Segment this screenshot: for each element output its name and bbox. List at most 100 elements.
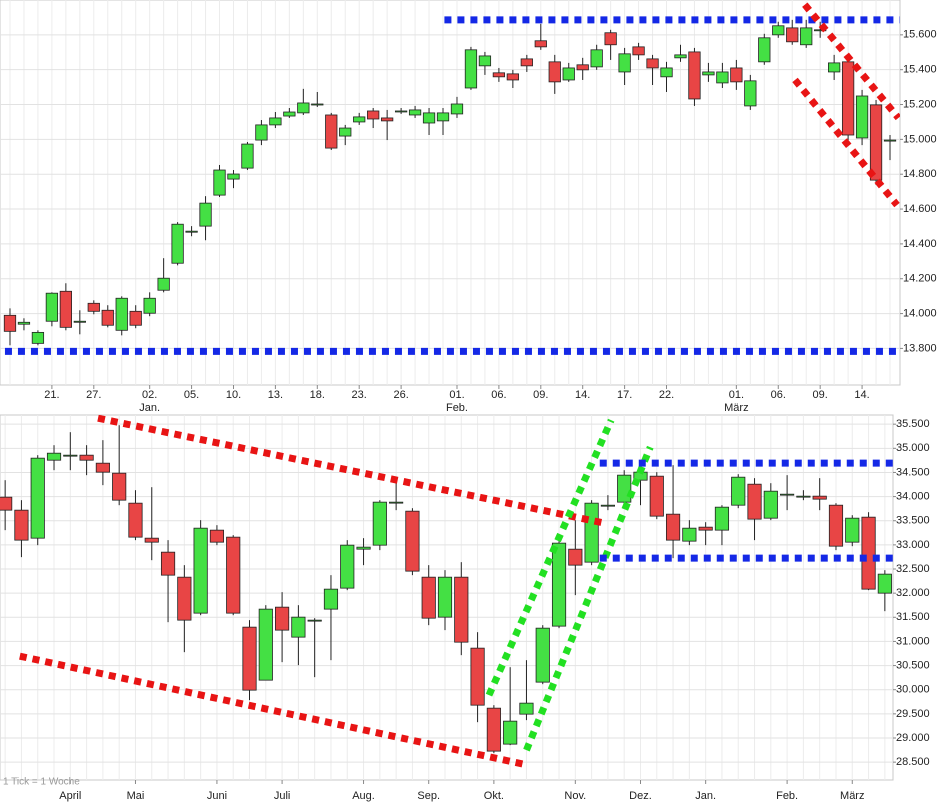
candle-body <box>144 537 159 543</box>
candle-body <box>185 230 198 233</box>
candle-body <box>405 510 420 572</box>
y-tick-label: 15.400 <box>903 64 937 76</box>
y-tick-label: 13.800 <box>903 342 937 354</box>
y-tick-label: 14.000 <box>903 307 937 319</box>
candle-body <box>520 58 533 67</box>
candle-body <box>14 509 29 541</box>
candle-body <box>311 103 324 106</box>
x-tick-label: 27. <box>86 389 101 401</box>
y-tick-label: 14.400 <box>903 238 937 250</box>
candle-body <box>841 61 855 136</box>
candle-body <box>31 331 45 344</box>
candle-body <box>506 73 519 81</box>
y-tick-label: 14.800 <box>903 168 937 180</box>
candle-body <box>241 143 254 169</box>
x-tick-label: 17. <box>617 389 632 401</box>
candle-body <box>372 501 387 546</box>
y-tick-label: 15.000 <box>903 133 937 145</box>
x-tick-label: 14. <box>575 389 590 401</box>
candle-body <box>291 616 306 638</box>
candle-body <box>269 117 282 126</box>
candle-body <box>519 702 534 715</box>
y-tick-label: 14.600 <box>903 203 937 215</box>
candle-body <box>464 49 478 89</box>
candle-body <box>828 504 844 547</box>
x-tick-label: 23. <box>352 389 367 401</box>
trend-line <box>523 445 654 752</box>
candle-body <box>160 551 176 576</box>
x-tick-label: März <box>840 790 864 802</box>
candle-body <box>95 462 110 473</box>
candle-body <box>227 173 240 180</box>
x-tick-label: Aug. <box>352 790 375 802</box>
candle-body <box>674 54 687 59</box>
candle-body <box>486 707 501 752</box>
y-tick-label: 35.500 <box>896 418 930 430</box>
x-tick-label: Dez. <box>629 790 652 802</box>
candle-body <box>548 61 561 83</box>
candle-body <box>877 573 892 594</box>
x-tick-label: Mai <box>127 790 145 802</box>
candle-body <box>394 110 408 113</box>
candle-body <box>437 576 453 618</box>
candle-body <box>562 67 575 81</box>
candle-body <box>780 493 795 496</box>
candle-body <box>632 46 645 56</box>
y-tick-label: 28.500 <box>896 756 930 768</box>
x-month-label: Feb. <box>446 402 468 414</box>
x-tick-label: 01. <box>729 389 744 401</box>
x-tick-label: 22. <box>659 389 674 401</box>
candle-body <box>381 117 394 122</box>
x-tick-label: 14. <box>854 389 869 401</box>
candle-body <box>30 457 45 539</box>
candle-body <box>255 124 268 141</box>
candle-body <box>171 223 184 264</box>
x-tick-label: Jan. <box>695 790 716 802</box>
plot-area <box>0 415 893 780</box>
x-tick-label: 18. <box>310 389 325 401</box>
candle-body <box>112 472 127 501</box>
candle-body <box>73 320 86 323</box>
trend-line <box>19 652 529 769</box>
candle-body <box>758 37 771 63</box>
candle-body <box>478 55 492 67</box>
candle-body <box>79 454 94 461</box>
x-tick-label: 21. <box>44 389 59 401</box>
candle-body <box>3 314 17 332</box>
candle-body <box>649 475 664 517</box>
x-tick-label: 09. <box>533 389 548 401</box>
candle-body <box>325 114 338 149</box>
candle-body <box>59 290 72 328</box>
candle-body <box>339 127 352 137</box>
y-tick-label: 29.000 <box>896 732 930 744</box>
candle-body <box>129 310 142 326</box>
x-tick-label: 02. <box>142 389 157 401</box>
x-tick-label: 10. <box>226 389 241 401</box>
candle-body <box>340 544 355 589</box>
x-tick-label: Nov. <box>564 790 586 802</box>
y-tick-label: 33.500 <box>896 515 930 527</box>
candle-body <box>716 71 729 84</box>
trend-line <box>792 77 900 208</box>
candle-body <box>747 483 762 520</box>
candle-body <box>367 110 380 120</box>
candle-body <box>845 517 860 543</box>
y-tick-label: 34.500 <box>896 466 930 478</box>
candle-body <box>115 297 128 331</box>
candle-body <box>772 25 785 36</box>
y-tick-label: 35.000 <box>896 442 930 454</box>
candle-body <box>812 495 827 500</box>
candle-body <box>389 501 404 504</box>
x-tick-label: April <box>59 790 81 802</box>
x-tick-label: Juli <box>274 790 291 802</box>
candle-body <box>242 626 257 691</box>
trend-line <box>97 415 606 527</box>
candle-body <box>600 504 615 507</box>
candle-body <box>157 277 170 291</box>
x-tick-label: Feb. <box>776 790 798 802</box>
candle-body <box>454 576 469 643</box>
candle-body <box>604 32 617 46</box>
candle-body <box>199 202 212 227</box>
x-month-label: Jan. <box>139 402 160 414</box>
x-tick-label: 06. <box>771 389 786 401</box>
